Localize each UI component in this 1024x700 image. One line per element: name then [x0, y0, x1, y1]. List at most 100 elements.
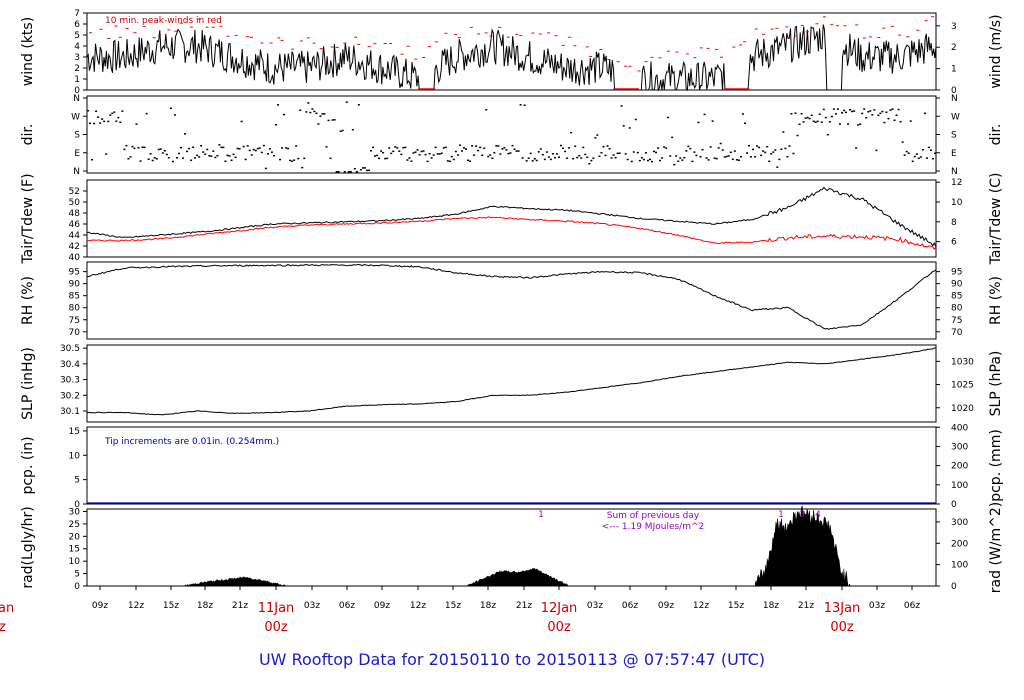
dir-point	[378, 157, 381, 160]
dir-point	[97, 116, 100, 118]
x-day-date-cut: an	[0, 601, 14, 616]
dir-point	[822, 108, 825, 111]
x-tick-label: 15z	[445, 601, 461, 611]
dir-point	[865, 116, 868, 119]
dir-point	[222, 146, 225, 149]
dir-point	[713, 157, 716, 159]
dir-point	[262, 144, 265, 147]
dir-point	[489, 154, 492, 156]
dir-point	[479, 146, 482, 149]
dir-point	[855, 147, 858, 149]
dir-point	[246, 145, 249, 147]
dir-point	[337, 171, 340, 173]
wind-ylabel-left: wind (kts)	[20, 17, 36, 86]
dir-point	[673, 163, 676, 166]
dir-point	[574, 145, 577, 147]
dir-point	[503, 147, 506, 149]
dir-point	[121, 110, 124, 112]
slp-ylabel-left: SLP (inHg)	[20, 347, 36, 420]
dir-point	[913, 155, 916, 158]
rad-area-day-1	[182, 576, 287, 587]
dir-point	[671, 136, 674, 139]
dir-point	[190, 159, 193, 162]
dir-point	[766, 145, 769, 148]
dir-point	[634, 118, 637, 121]
dir-point	[159, 148, 162, 150]
dir-point	[487, 155, 490, 158]
dir-point	[875, 149, 878, 152]
dir-point	[816, 120, 819, 123]
dir-point	[177, 152, 180, 155]
temp-series-Tdew	[86, 216, 937, 251]
dir-point	[905, 150, 908, 153]
dir-point	[725, 155, 728, 158]
dir-point	[467, 159, 470, 162]
dir-rtick-label: N	[951, 167, 958, 177]
dir-point	[580, 157, 583, 159]
dir-point	[505, 149, 508, 151]
rad-mark: 3	[799, 510, 805, 520]
dir-point	[175, 157, 178, 159]
dir-point	[887, 117, 890, 120]
dir-point	[642, 158, 645, 161]
dir-point	[432, 154, 435, 156]
dir-point	[719, 142, 722, 145]
dir-point	[497, 145, 500, 147]
dir-point	[737, 159, 740, 161]
wind-rtick-label: 0	[951, 86, 957, 96]
pcp-rtick-label: 400	[951, 423, 968, 433]
dir-point	[469, 160, 472, 163]
dir-point	[762, 150, 765, 152]
dir-point	[715, 157, 718, 160]
dir-point	[733, 150, 736, 152]
slp-ltick-label: 30.2	[60, 391, 80, 401]
dir-point	[465, 148, 468, 150]
dir-point	[370, 150, 372, 152]
rad-area-day-3	[754, 504, 852, 587]
pcp-ltick-label: 0	[74, 500, 80, 510]
dir-point	[776, 166, 779, 168]
dir-point	[345, 101, 348, 103]
dir-point	[653, 150, 655, 153]
dir-point	[485, 109, 488, 111]
dir-point	[901, 141, 904, 143]
rad-rtick-label: 300	[951, 518, 968, 528]
wind-ltick-label: 7	[74, 9, 80, 19]
rad-mark: 1	[778, 510, 784, 520]
dir-point	[794, 112, 797, 114]
dir-point	[147, 158, 150, 160]
temp-frame	[86, 179, 937, 258]
dir-point	[169, 107, 172, 110]
dir-point	[598, 155, 601, 158]
dir-point	[212, 150, 215, 152]
dir-point	[578, 154, 581, 157]
dir-point	[357, 104, 360, 106]
dir-point	[861, 112, 864, 115]
dir-rtick-label: E	[951, 149, 957, 159]
dir-point	[422, 150, 425, 152]
dir-point	[374, 155, 377, 157]
dir-point	[392, 150, 395, 153]
dir-point	[141, 146, 144, 148]
dir-point	[655, 151, 658, 154]
rad-rtick-label: 0	[951, 582, 957, 592]
dir-point	[915, 153, 918, 155]
dir-point	[883, 121, 886, 124]
temp-ltick-label: 44	[69, 231, 81, 241]
dir-point	[452, 158, 455, 161]
dir-point	[711, 120, 714, 122]
dir-point	[202, 151, 205, 153]
x-tick-label: 03z	[587, 601, 603, 611]
dir-point	[665, 147, 668, 149]
temp-ltick-label: 48	[69, 209, 81, 219]
x-tick-label: 06z	[339, 601, 355, 611]
dir-point	[867, 111, 870, 113]
dir-point	[721, 149, 724, 151]
dir-point	[258, 147, 261, 149]
dir-point	[111, 112, 114, 115]
dir-point	[576, 156, 579, 159]
dir-point	[117, 116, 120, 119]
dir-point	[853, 110, 856, 112]
dir-point	[707, 159, 710, 161]
dir-point	[307, 102, 310, 104]
